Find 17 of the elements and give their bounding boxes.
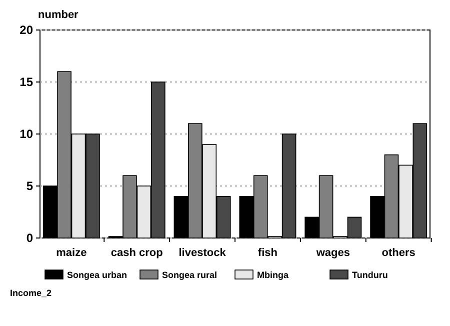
legend-label: Songea rural [162, 270, 218, 280]
y-tick-label: 0 [26, 231, 34, 246]
x-tick-label: fish [258, 247, 278, 259]
x-tick-label: livestock [178, 247, 227, 259]
x-tick-label: wages [315, 247, 350, 259]
x-tick-label: cash crop [110, 247, 164, 259]
x-tick-label: maize [56, 247, 87, 259]
legend-label: Mbinga [257, 270, 290, 280]
y-tick-label: 5 [26, 179, 34, 194]
y-tick-label: 20 [20, 23, 34, 38]
y-tick-label: 15 [20, 75, 34, 90]
legend-label: Songea urban [67, 270, 128, 280]
legend-label: Tunduru [352, 270, 388, 280]
text: Income_2 [10, 288, 52, 298]
y-tick-label: 10 [20, 127, 34, 142]
y-axis-title: number [38, 9, 80, 21]
x-tick-label: others [382, 247, 416, 259]
